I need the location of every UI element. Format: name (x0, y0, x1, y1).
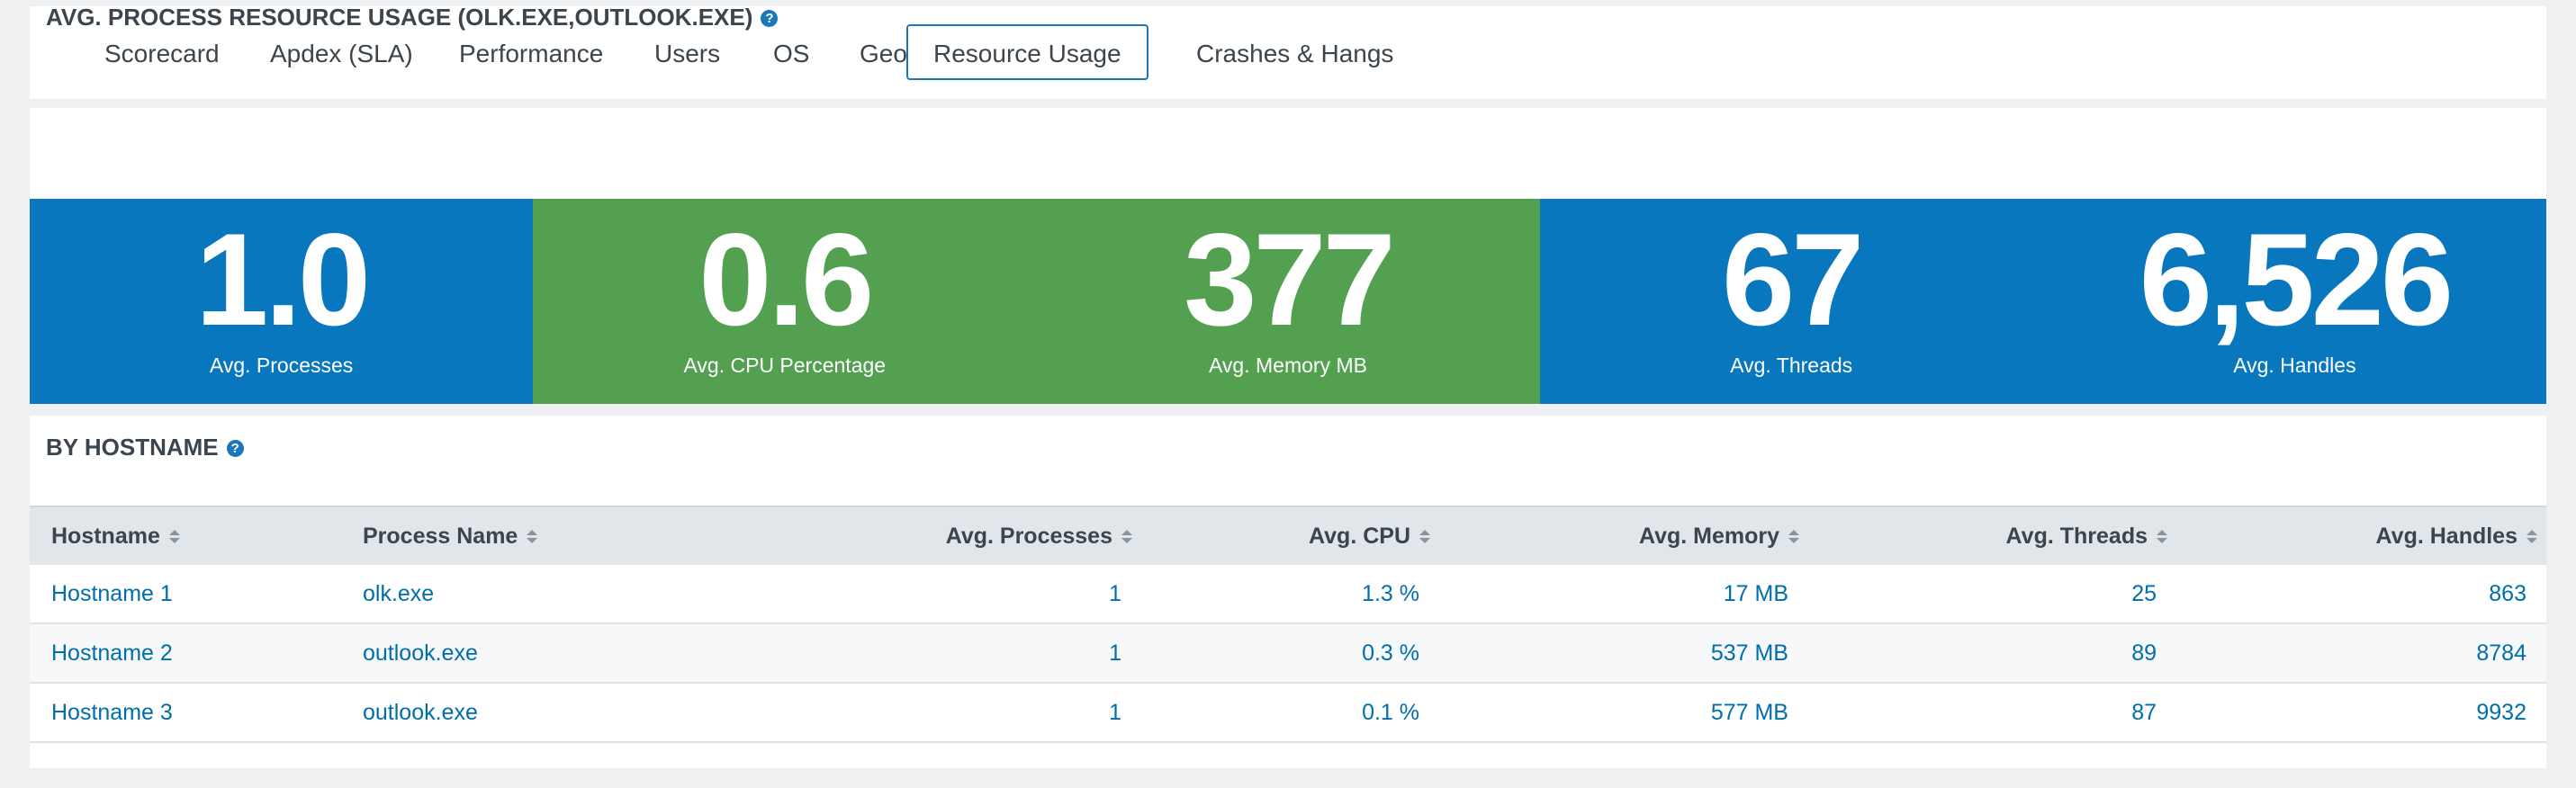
column-header-text: Avg. Memory (1638, 524, 1779, 549)
table-row: Hostname 1 olk.exe 1 1.3 % 17 MB 25 863 (30, 565, 2546, 624)
table-cell[interactable]: Hostname 1 (51, 581, 173, 606)
column-header-text: Avg. CPU (1309, 524, 1410, 549)
metric-label: Avg. Memory MB (1209, 354, 1367, 377)
table-cell: 537 MB (1710, 640, 1788, 666)
tab[interactable]: Scorecard (104, 40, 220, 67)
panel-title: AVG. PROCESS RESOURCE USAGE (OLK.EXE,OUT… (46, 4, 779, 31)
column-header[interactable]: Hostname (51, 507, 180, 565)
column-header[interactable]: Avg. CPU (1309, 507, 1439, 565)
table-cell: 25 (2131, 581, 2157, 606)
tab[interactable]: Apdex (SLA) (270, 40, 413, 67)
metric-tile: 67 Avg. Threads (1539, 199, 2043, 404)
table-cell[interactable]: Hostname 2 (51, 640, 173, 666)
metric-value: 1.0 (195, 206, 371, 353)
table-cell[interactable]: olk.exe (363, 581, 435, 606)
column-header-text: Hostname (51, 524, 160, 549)
tab[interactable]: Users (654, 40, 721, 67)
table-cell[interactable]: Hostname 3 (51, 700, 173, 725)
table-cell: 1.3 % (1362, 581, 1419, 606)
table-cell: 0.1 % (1362, 700, 1419, 725)
table-row: Hostname 3 outlook.exe 1 0.1 % 577 MB 87 9932 (30, 684, 2546, 743)
table-cell: 1 (1109, 640, 1121, 666)
metric-value: 0.6 (698, 206, 874, 353)
table-row: Hostname 2 outlook.exe 1 0.3 % 537 MB 89 8784 (30, 624, 2546, 684)
table-header: Hostname Process Name Avg. Processes Avg. C… (30, 506, 2546, 565)
column-header-text: Avg. Processes (945, 524, 1112, 549)
column-header[interactable]: Avg. Memory (1639, 507, 1808, 565)
tab-bar: Scorecard Apdex (SLA) Performance Users OS Ge… (30, 6, 2546, 99)
table-cell: 87 (2131, 700, 2157, 725)
table-cell: 863 (2489, 581, 2526, 606)
column-header-text: Avg. Threads (2005, 524, 2148, 549)
tab[interactable]: OS (773, 40, 810, 67)
table-cell[interactable]: outlook.exe (363, 700, 478, 725)
tab[interactable]: Resource Usage (906, 24, 1148, 80)
metric-value: 377 (1184, 206, 1396, 353)
table-cell: 17 MB (1723, 581, 1788, 606)
metric-tile: 1.0 Avg. Processes (30, 199, 534, 404)
column-header-text: Process Name (363, 524, 518, 549)
metric-label: Avg. Threads (1730, 354, 1853, 377)
panel-title: BY HOSTNAME? (46, 434, 244, 461)
metric-label: Avg. CPU Percentage (683, 354, 887, 377)
table-cell: 1 (1109, 581, 1121, 606)
column-header[interactable]: Avg. Threads (2006, 507, 2176, 565)
column-header[interactable]: Avg. Processes (946, 507, 1141, 565)
table-cell: 9932 (2476, 700, 2526, 725)
table-cell: 1 (1109, 700, 1121, 725)
column-header[interactable]: Avg. Handles (2376, 507, 2546, 565)
usage-panel: AVG. PROCESS RESOURCE USAGE (OLK.EXE,OUT… (30, 4, 2546, 404)
metric-value: 67 (1721, 206, 1864, 353)
hostname-panel: BY HOSTNAME? Hostname Process Name Avg. Pr… (30, 416, 2546, 768)
help-icon[interactable]: ? (761, 10, 779, 27)
metric-value: 6,526 (2139, 206, 2454, 353)
tab[interactable]: Performance (459, 40, 604, 67)
metric-label: Avg. Handles (2233, 354, 2356, 377)
metric-tile: 0.6 Avg. CPU Percentage (533, 199, 1037, 404)
table-cell: 577 MB (1710, 700, 1788, 725)
tab[interactable]: Crashes & Hangs (1196, 40, 1394, 67)
table-cell: 8784 (2476, 640, 2526, 666)
metric-label: Avg. Processes (209, 354, 354, 377)
metric-tile: 377 Avg. Memory MB (1036, 199, 1540, 404)
metric-tile: 6,526 Avg. Handles (2042, 199, 2546, 404)
table-cell: 0.3 % (1362, 640, 1419, 666)
column-header-text: Avg. Handles (2375, 524, 2517, 549)
help-icon[interactable]: ? (226, 440, 244, 457)
column-header[interactable]: Process Name (363, 507, 538, 565)
table-cell: 89 (2131, 640, 2157, 666)
panel-title-text: AVG. PROCESS RESOURCE USAGE (OLK.EXE,OUT… (46, 4, 753, 31)
panel-title-text: BY HOSTNAME (46, 434, 219, 461)
tab[interactable]: Geo (860, 40, 907, 67)
table-cell[interactable]: outlook.exe (363, 640, 478, 666)
